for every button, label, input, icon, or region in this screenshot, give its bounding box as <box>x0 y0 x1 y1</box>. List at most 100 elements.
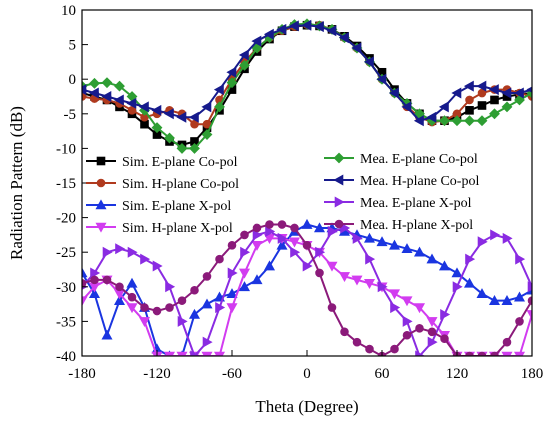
data-point-mea_h_co <box>388 87 399 99</box>
data-point-mea_h_x <box>177 296 187 305</box>
legend-swatch-marker <box>334 196 345 208</box>
data-point-mea_h_co <box>251 35 262 47</box>
y-tick-label: 0 <box>69 72 77 88</box>
data-point-mea_h_x <box>165 303 174 312</box>
x-tick-label: -60 <box>222 366 242 382</box>
data-point-sim_h_x <box>426 317 438 328</box>
data-point-mea_e_x <box>127 246 138 258</box>
data-point-mea_h_x <box>202 272 212 281</box>
data-point-sim_e_x <box>376 236 388 247</box>
data-point-mea_h_x <box>440 334 449 344</box>
x-tick-label: -180 <box>68 366 96 382</box>
data-point-mea_e_co <box>239 59 250 71</box>
data-point-mea_e_x <box>115 243 126 255</box>
data-point-mea_h_co <box>263 28 274 40</box>
legend-item-mea_e_x: Mea. E-plane X-pol <box>324 196 472 211</box>
y-tick-label: -10 <box>56 141 76 157</box>
y-tick-label: -35 <box>56 314 76 330</box>
series-mea_h_co <box>82 19 532 127</box>
data-point-mea_h_co <box>451 87 462 99</box>
data-point-sim_h_x <box>226 303 238 314</box>
data-point-mea_h_co <box>401 101 412 113</box>
y-tick-label: 10 <box>61 3 76 19</box>
data-point-sim_e_x <box>313 222 326 233</box>
data-point-sim_e_x <box>363 232 376 243</box>
data-point-sim_e_x <box>388 239 401 250</box>
data-point-mea_e_x <box>427 336 438 348</box>
legend-swatch-marker <box>333 174 344 186</box>
data-point-mea_h_co <box>151 104 162 116</box>
data-point-mea_h_co <box>313 21 324 33</box>
data-point-mea_h_x <box>102 275 112 285</box>
x-axis-title: Theta (Degree) <box>255 397 358 416</box>
data-point-mea_e_x <box>302 260 313 272</box>
data-point-mea_h_co <box>176 111 187 123</box>
data-point-mea_e_x <box>90 267 101 279</box>
data-point-mea_h_x <box>215 254 224 264</box>
data-point-mea_h_x <box>152 306 162 316</box>
data-point-mea_e_co <box>476 115 488 127</box>
x-tick-label: 0 <box>303 366 311 382</box>
data-point-sim_e_x <box>82 267 88 278</box>
data-point-mea_h_x <box>302 240 312 250</box>
x-tick-label: 180 <box>521 366 544 382</box>
data-point-sim_e_x <box>88 288 101 299</box>
series-line-sim_h_x <box>82 237 532 356</box>
data-point-mea_e_x <box>202 336 213 348</box>
data-point-mea_e_co <box>214 101 225 113</box>
data-point-mea_e_x <box>415 350 426 356</box>
data-point-mea_e_x <box>102 246 113 258</box>
data-point-sim_e_x <box>426 253 438 264</box>
legend-item-mea_e_co: Mea. E-plane Co-pol <box>324 152 478 167</box>
data-point-sim_h_x <box>363 279 376 289</box>
data-point-mea_e_x <box>215 302 226 314</box>
data-point-mea_h_x <box>82 279 87 288</box>
data-point-mea_h_co <box>163 108 174 120</box>
legend-swatch-marker <box>95 199 107 210</box>
legend-label: Sim. E-plane Co-pol <box>122 155 238 170</box>
data-point-mea_e_co <box>189 142 200 154</box>
data-point-sim_h_x <box>213 351 226 356</box>
legend-label: Mea. E-plane X-pol <box>360 196 472 211</box>
data-point-mea_h_x <box>427 327 437 337</box>
data-point-mea_h_co <box>501 87 512 99</box>
data-point-mea_e_x <box>527 281 532 293</box>
legend-swatch-marker <box>96 156 106 166</box>
data-point-mea_h_co <box>226 66 237 78</box>
data-point-mea_h_x <box>515 317 524 326</box>
y-tick-label: -15 <box>56 176 76 192</box>
data-point-mea_h_x <box>352 337 362 347</box>
data-point-sim_e_x <box>113 295 126 305</box>
data-point-mea_h_co <box>363 56 374 68</box>
data-point-mea_e_x <box>490 229 501 241</box>
data-point-mea_e_x <box>352 232 363 244</box>
data-point-sim_e_co <box>477 101 487 110</box>
data-point-mea_e_x <box>265 225 276 237</box>
data-point-mea_h_x <box>290 223 299 233</box>
data-point-mea_e_x <box>390 302 401 314</box>
data-point-mea_e_x <box>177 315 188 327</box>
data-point-sim_h_x <box>351 275 363 286</box>
data-point-mea_h_x <box>477 351 487 356</box>
data-point-mea_h_x <box>265 220 274 229</box>
data-point-mea_e_co <box>464 115 475 127</box>
data-point-mea_h_x <box>390 344 399 354</box>
data-point-mea_h_x <box>365 344 374 354</box>
data-point-mea_h_co <box>201 101 212 113</box>
data-point-mea_e_co <box>201 129 213 140</box>
legend-swatch-marker <box>333 152 345 164</box>
data-point-mea_h_x <box>465 351 474 356</box>
data-point-mea_h_co <box>326 25 337 37</box>
data-point-mea_h_co <box>188 111 199 123</box>
data-point-mea_h_co <box>338 32 349 44</box>
data-point-mea_e_x <box>327 225 338 237</box>
data-point-sim_e_x <box>226 288 238 299</box>
data-point-mea_e_x <box>252 229 263 241</box>
x-tick-label: 60 <box>375 366 390 382</box>
data-point-sim_h_x <box>513 351 526 356</box>
data-point-mea_h_x <box>527 296 532 305</box>
data-point-sim_h_co <box>82 92 87 101</box>
data-point-mea_h_x <box>502 337 512 347</box>
data-point-sim_e_x <box>276 239 288 250</box>
data-point-sim_h_x <box>163 351 176 356</box>
